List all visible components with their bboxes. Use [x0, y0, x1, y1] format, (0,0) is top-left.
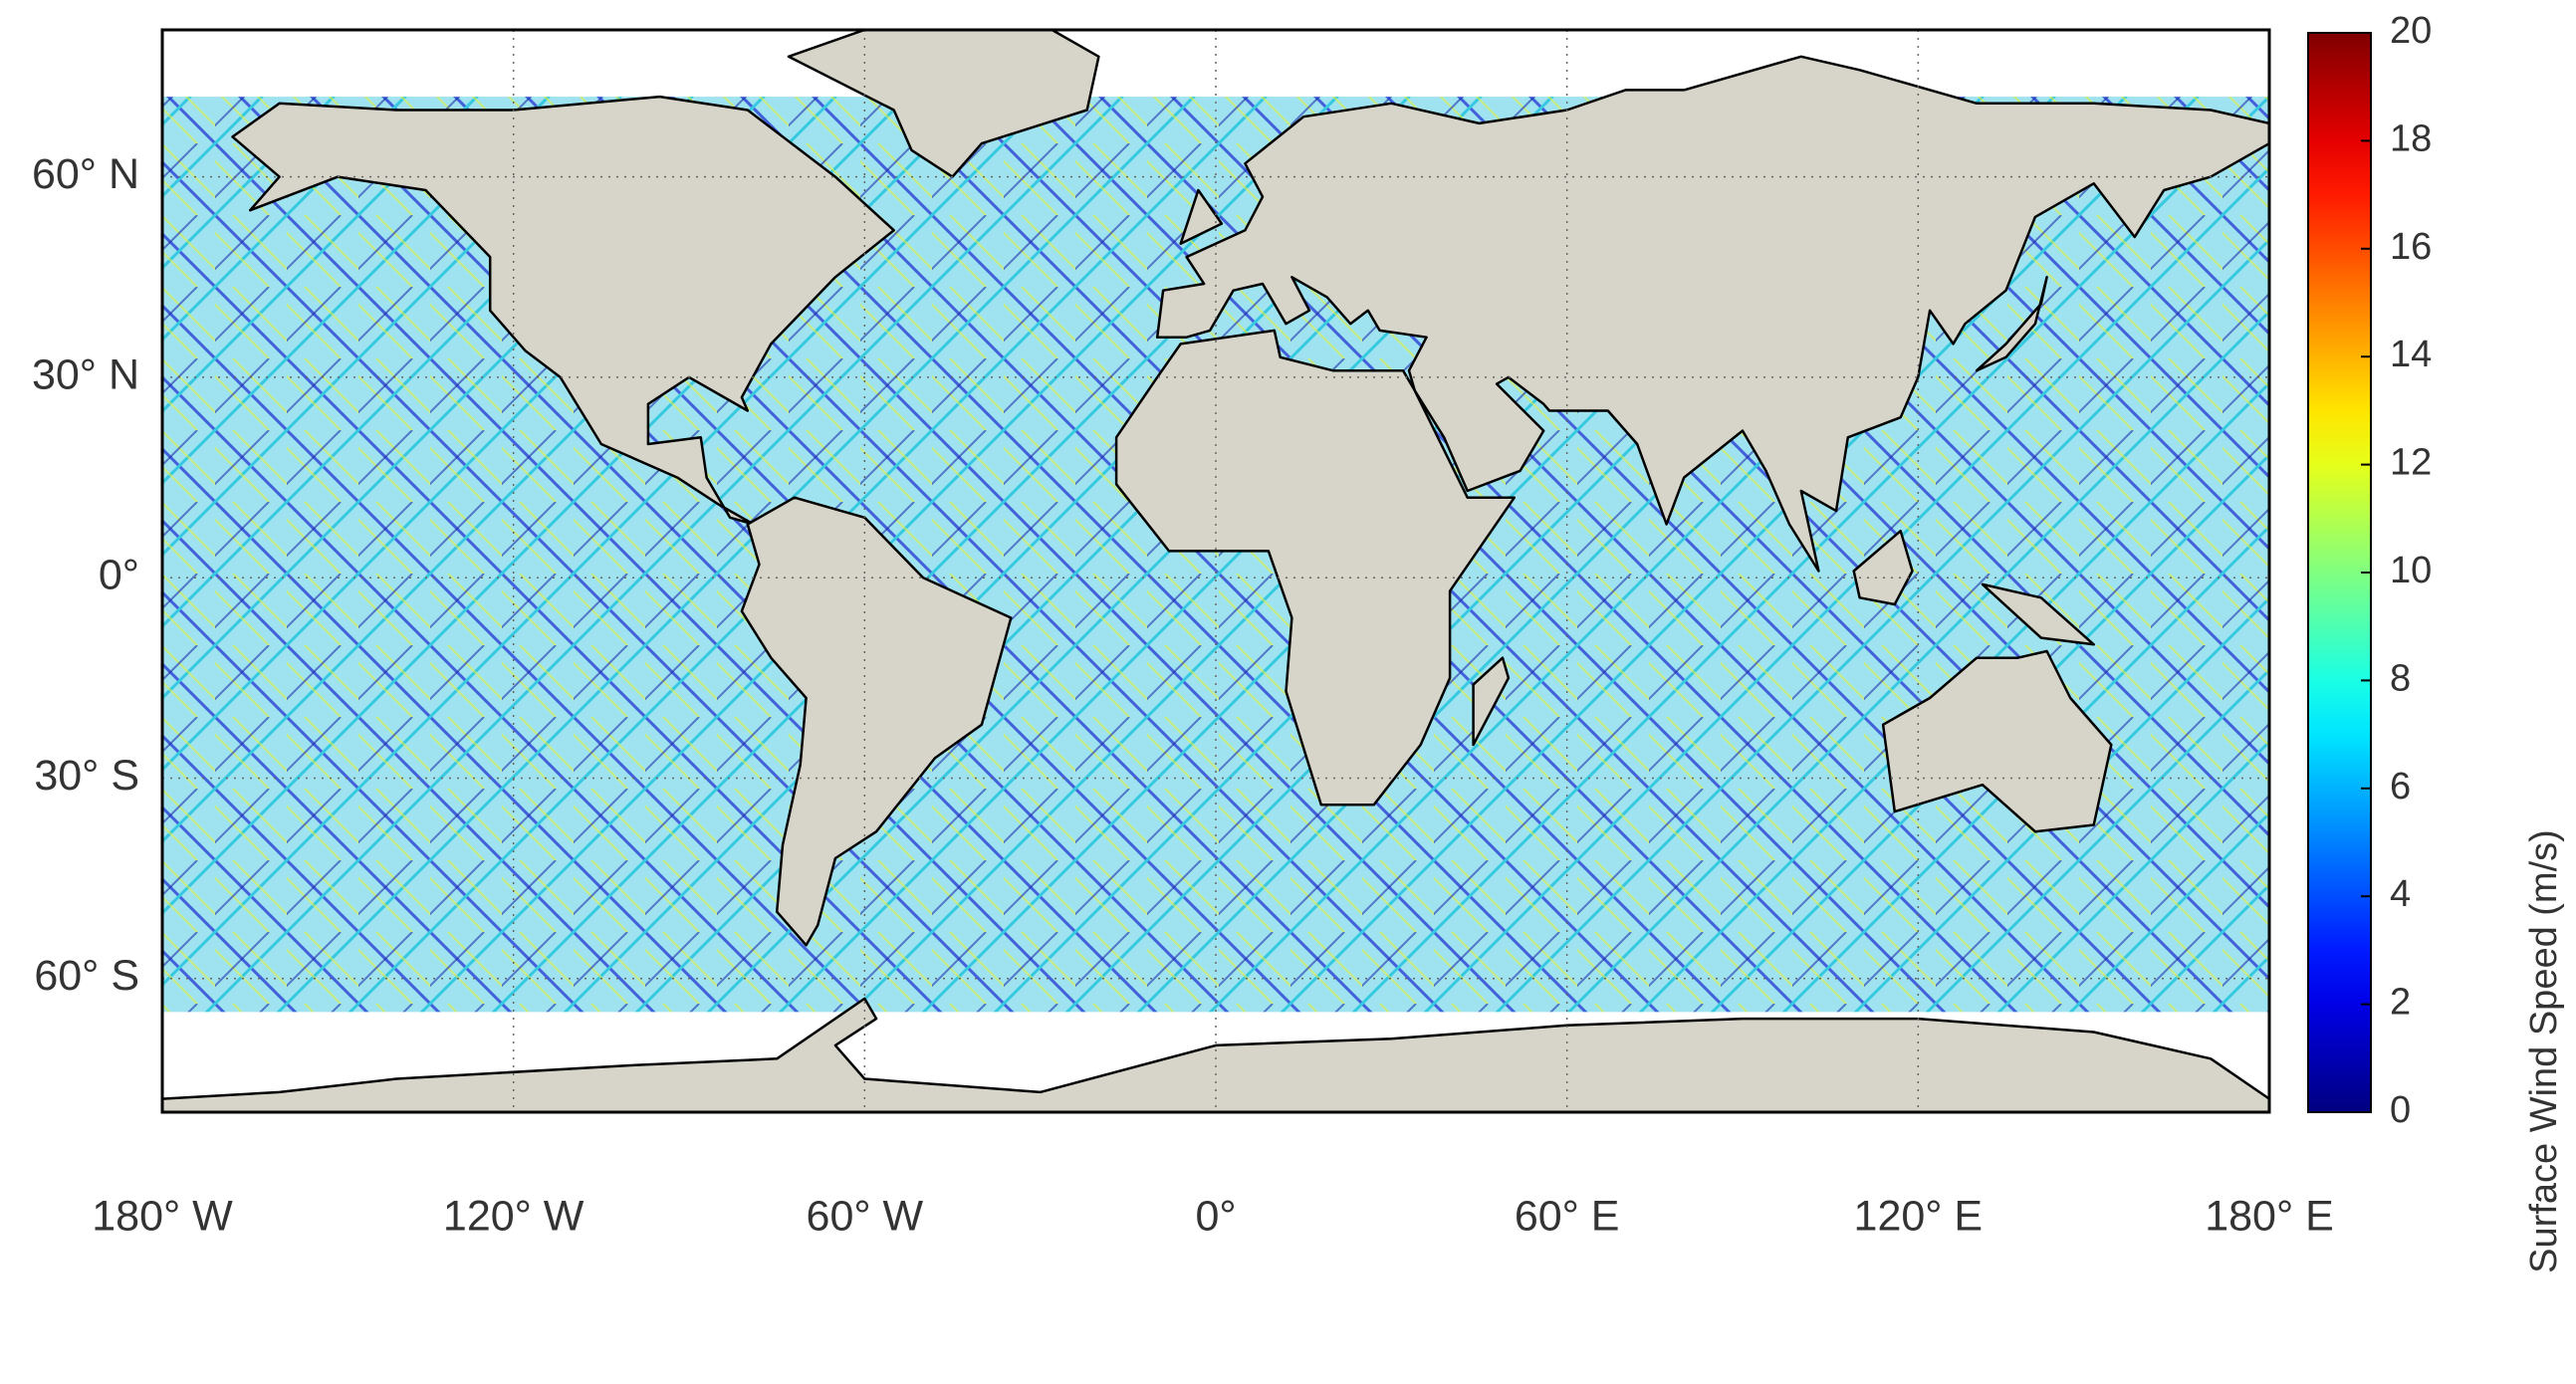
landmass [1975, 276, 2048, 372]
landmass [787, 30, 1100, 178]
landmass [1472, 656, 1511, 747]
landmass [231, 95, 895, 526]
landmass [162, 997, 2269, 1112]
x-tick-label: 60° E [1515, 1192, 1620, 1240]
colorbar-tick-label: 8 [2390, 657, 2411, 699]
x-tick-label: 60° W [807, 1192, 924, 1240]
x-tick-label: 180° E [2205, 1192, 2334, 1240]
y-tick-label: 30° S [34, 752, 139, 800]
landmass [1981, 582, 2095, 646]
y-tick-label: 60° N [32, 150, 139, 198]
y-tick-label: 0° [99, 552, 139, 599]
colorbar-tick-label: 20 [2390, 10, 2432, 52]
colorbar-tick-label: 6 [2390, 766, 2411, 807]
landmass [1114, 329, 1517, 807]
axes: 180° W 120° W 60° W 0° 60° E 120° E 180° E 60° … [32, 150, 2334, 1240]
colorbar-tick-label: 0 [2390, 1089, 2411, 1131]
landmass [1881, 649, 2113, 833]
x-tick-label: 120° E [1854, 1192, 1984, 1240]
colorbar-tick-label: 12 [2390, 442, 2432, 484]
landmass [1852, 529, 1914, 606]
y-tick-label: 30° N [32, 350, 139, 398]
x-tick-label: 120° W [443, 1192, 585, 1240]
colorbar-tick-label: 14 [2390, 334, 2432, 375]
colorbar-tick-label: 10 [2390, 550, 2432, 591]
colorbar-scale [2307, 32, 2372, 1113]
colorbar-tick-label: 4 [2390, 873, 2411, 915]
landmass [740, 496, 1013, 947]
x-tick-label: 180° W [92, 1192, 233, 1240]
colorbar-label: Surface Wind Speed (m/s) [2523, 829, 2565, 1273]
landmass [1155, 55, 2269, 573]
y-tick-label: 60° S [34, 952, 139, 1000]
landmass [1179, 188, 1224, 245]
x-tick-label: 0° [1195, 1192, 1236, 1240]
colorbar: Surface Wind Speed (m/s) 0 2 4 6 8 10 12 14 16 18… [2307, 10, 2565, 1273]
map-area [162, 30, 2269, 1112]
colorbar-tick-label: 18 [2390, 117, 2432, 159]
colorbar-tick-label: 16 [2390, 226, 2432, 268]
colorbar-tick-label: 2 [2390, 982, 2411, 1024]
plot-frame [160, 28, 2271, 1114]
